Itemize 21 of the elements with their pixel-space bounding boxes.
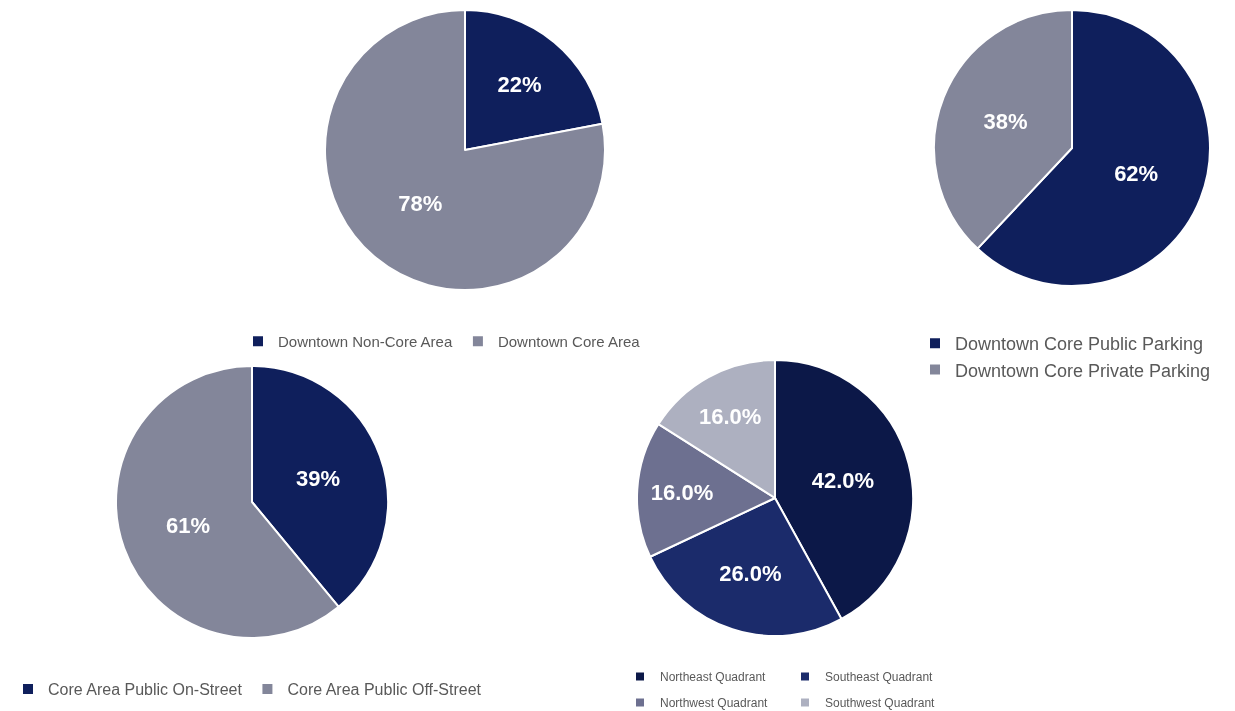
legend-label: Southeast Quadrant	[825, 670, 934, 685]
legend-label: Downtown Core Area	[497, 333, 641, 351]
data-label: 16.0%	[650, 479, 714, 505]
data-label: 16.0%	[698, 403, 762, 429]
data-label: 38%	[983, 109, 1028, 135]
legend-label: Northwest Quadrant	[660, 696, 769, 711]
data-label: 26.0%	[719, 561, 782, 587]
data-label: 78%	[398, 191, 443, 217]
data-label: 42.0%	[811, 468, 875, 494]
legend-label: Downtown Non-Core Area	[278, 333, 453, 351]
legend-label: Southwest Quadrant	[825, 696, 936, 711]
legend-label: Northeast Quadrant	[660, 670, 767, 685]
data-label: 62%	[1114, 160, 1159, 186]
legend-label: Downtown Core Private Parking	[955, 360, 1211, 381]
data-label: 22%	[497, 71, 542, 97]
legend-label: Downtown Core Public Parking	[955, 334, 1204, 355]
legend-label: Core Area Public Off-Street	[287, 681, 482, 699]
legend-label: Core Area Public On-Street	[48, 681, 243, 699]
data-label: 39%	[295, 465, 340, 491]
data-label: 61%	[166, 512, 211, 538]
pie-slice	[324, 9, 606, 291]
